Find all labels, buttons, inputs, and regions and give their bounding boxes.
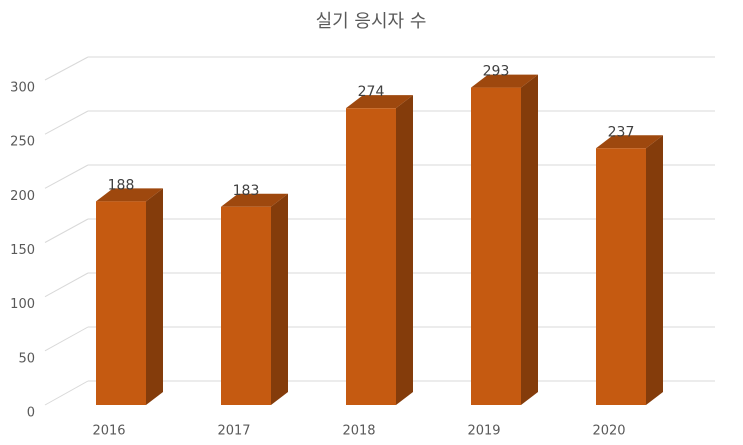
bar-front	[221, 206, 271, 405]
bar-side	[146, 188, 163, 405]
y-tick-label: 200	[10, 189, 35, 204]
bar-front	[596, 148, 646, 405]
data-label: 274	[358, 84, 385, 100]
chart-title: 실기 응시자 수	[316, 11, 427, 32]
bar-top	[596, 135, 663, 149]
bar-front	[96, 201, 146, 405]
y-tick-label: 50	[18, 351, 35, 366]
y-tick-label: 100	[10, 297, 35, 312]
bar-top	[471, 74, 538, 88]
bar-side	[396, 95, 413, 406]
y-tick-label: 250	[10, 135, 35, 150]
bar-top	[96, 188, 163, 202]
data-label: 293	[483, 64, 510, 80]
bar	[471, 74, 538, 405]
x-tick-label: 2019	[467, 424, 500, 439]
bar-front	[346, 108, 396, 406]
data-label: 183	[233, 183, 260, 199]
bar-top	[221, 193, 288, 207]
grid-line-depth	[44, 164, 89, 189]
grid-line-depth	[44, 110, 89, 135]
x-tick-label: 2018	[342, 424, 375, 439]
bar	[96, 188, 163, 405]
grid-line-depth	[44, 272, 89, 298]
bar	[346, 95, 413, 406]
grid-line-depth	[44, 56, 89, 81]
y-tick-label: 150	[10, 243, 35, 258]
x-tick-label: 2017	[217, 424, 250, 439]
bar-side	[521, 74, 538, 405]
data-label: 188	[108, 177, 135, 193]
data-label: 237	[608, 124, 635, 140]
bar-top	[346, 95, 413, 109]
grid-line-depth	[44, 218, 89, 243]
bar-front	[471, 87, 521, 405]
bar	[596, 135, 663, 405]
y-tick-label: 300	[10, 81, 35, 96]
y-tick-label: 0	[27, 406, 35, 421]
grid-line-depth	[44, 380, 89, 406]
x-tick-label: 2016	[92, 424, 125, 439]
bar	[221, 193, 288, 405]
bar-side	[271, 193, 288, 405]
grid-line-depth	[44, 326, 89, 352]
bar-side	[646, 135, 663, 405]
x-tick-label: 2020	[592, 424, 625, 439]
